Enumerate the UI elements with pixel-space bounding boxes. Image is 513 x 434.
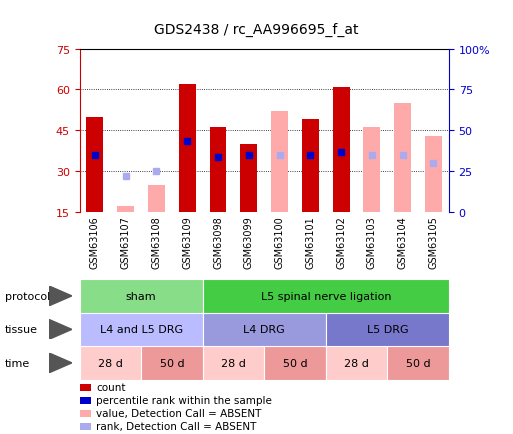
Text: GSM63103: GSM63103 <box>367 216 377 268</box>
Bar <box>326 346 387 380</box>
Bar <box>80 279 203 313</box>
Text: L5 DRG: L5 DRG <box>366 325 408 335</box>
Bar <box>203 346 264 380</box>
Text: 50 d: 50 d <box>406 358 430 368</box>
Text: GSM63105: GSM63105 <box>428 216 439 268</box>
Bar <box>141 346 203 380</box>
Bar <box>209 128 226 212</box>
Text: rank, Detection Call = ABSENT: rank, Detection Call = ABSENT <box>96 421 256 431</box>
Bar <box>394 104 411 212</box>
Bar <box>117 207 134 212</box>
Bar <box>326 313 449 346</box>
Text: GSM63108: GSM63108 <box>151 216 162 268</box>
Text: GSM63104: GSM63104 <box>398 216 408 268</box>
Text: 28 d: 28 d <box>98 358 123 368</box>
Bar <box>271 112 288 212</box>
Bar <box>203 313 326 346</box>
Text: protocol: protocol <box>5 291 50 301</box>
Text: GSM63106: GSM63106 <box>90 216 100 268</box>
Text: GSM63100: GSM63100 <box>274 216 285 268</box>
Text: value, Detection Call = ABSENT: value, Detection Call = ABSENT <box>96 408 262 418</box>
Bar <box>264 346 326 380</box>
Text: L5 spinal nerve ligation: L5 spinal nerve ligation <box>261 291 391 301</box>
Bar <box>80 313 203 346</box>
Text: time: time <box>5 358 30 368</box>
Text: GSM63099: GSM63099 <box>244 216 254 268</box>
Text: GSM63107: GSM63107 <box>121 216 131 268</box>
Bar <box>80 410 91 417</box>
Bar <box>332 87 350 212</box>
Text: L4 and L5 DRG: L4 and L5 DRG <box>100 325 183 335</box>
Text: sham: sham <box>126 291 156 301</box>
Text: GSM63102: GSM63102 <box>336 216 346 268</box>
Bar <box>80 384 91 391</box>
Bar <box>80 397 91 404</box>
Bar <box>80 346 141 380</box>
Text: count: count <box>96 382 126 392</box>
Text: tissue: tissue <box>5 325 38 335</box>
Bar <box>179 85 196 212</box>
Text: 28 d: 28 d <box>221 358 246 368</box>
Bar <box>240 145 257 212</box>
Text: 28 d: 28 d <box>344 358 369 368</box>
Text: 50 d: 50 d <box>283 358 307 368</box>
Polygon shape <box>49 319 72 340</box>
Polygon shape <box>49 353 72 373</box>
Bar <box>363 128 381 212</box>
Text: L4 DRG: L4 DRG <box>243 325 285 335</box>
Text: 50 d: 50 d <box>160 358 184 368</box>
Text: GSM63109: GSM63109 <box>182 216 192 268</box>
Bar <box>148 185 165 212</box>
Bar <box>80 423 91 430</box>
Bar <box>203 279 449 313</box>
Bar <box>425 136 442 212</box>
Bar <box>302 120 319 212</box>
Bar <box>387 346 449 380</box>
Text: GSM63101: GSM63101 <box>305 216 315 268</box>
Text: percentile rank within the sample: percentile rank within the sample <box>96 395 272 405</box>
Bar <box>86 117 103 212</box>
Text: GSM63098: GSM63098 <box>213 216 223 268</box>
Polygon shape <box>49 286 72 306</box>
Text: GDS2438 / rc_AA996695_f_at: GDS2438 / rc_AA996695_f_at <box>154 22 359 36</box>
